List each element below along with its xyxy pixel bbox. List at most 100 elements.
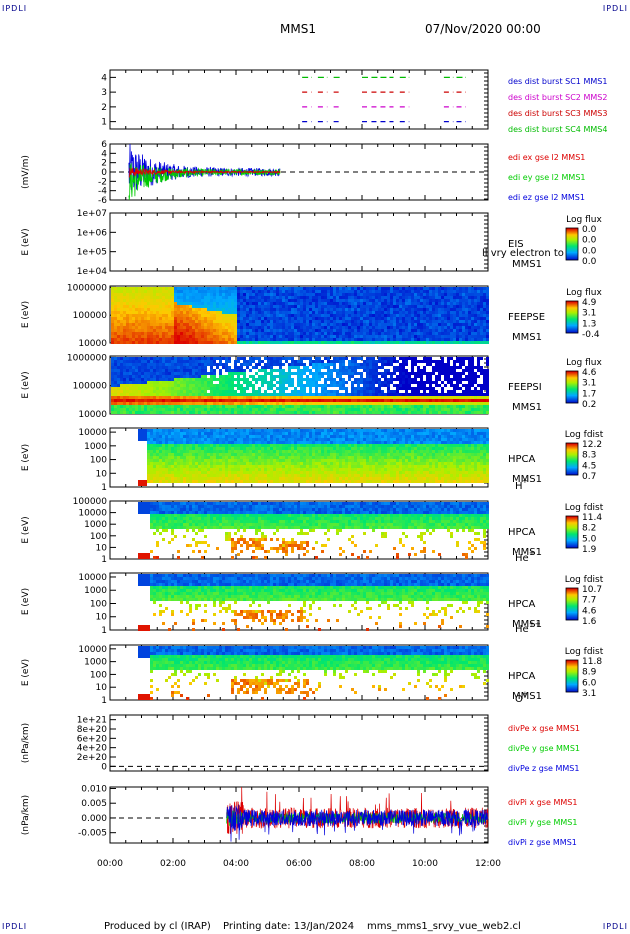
- feepse-cell: [252, 302, 255, 305]
- feepse-cell: [429, 332, 432, 335]
- x-tick-label: 06:00: [286, 859, 312, 869]
- feepse-cell: [192, 305, 195, 308]
- feepsi-cell: [309, 405, 312, 408]
- feepse-cell: [426, 323, 429, 326]
- feepsi-cell: [180, 411, 183, 414]
- feepsi-cell: [354, 369, 357, 372]
- feepse-cell: [315, 290, 318, 293]
- feepse-cell: [156, 299, 159, 302]
- feepse-cell: [156, 287, 159, 290]
- feepsi-cell: [441, 363, 444, 366]
- feepse-cell: [195, 323, 198, 326]
- feepse-cell: [156, 308, 159, 311]
- feepsi-cell: [264, 357, 267, 360]
- feepse-cell: [207, 305, 210, 308]
- feepse-cell: [486, 287, 489, 290]
- feepsi-cell: [249, 393, 252, 396]
- feepse-cell: [255, 332, 258, 335]
- feepse-cell: [375, 341, 378, 344]
- feepse-cell: [144, 329, 147, 332]
- feepse-cell: [231, 341, 234, 344]
- feepsi-cell: [168, 363, 171, 366]
- feepse-cell: [426, 317, 429, 320]
- feepse-cell: [390, 296, 393, 299]
- feepse-cell: [114, 317, 117, 320]
- feepse-cell: [468, 302, 471, 305]
- feepse-cell: [369, 302, 372, 305]
- feepsi-cell: [219, 408, 222, 411]
- feepsi-cell: [153, 411, 156, 414]
- feepsi-cell: [249, 381, 252, 384]
- feepsi-cell: [306, 369, 309, 372]
- feepse-cell: [438, 299, 441, 302]
- feepse-cell: [333, 335, 336, 338]
- feepse-cell: [120, 335, 123, 338]
- feepse-cell: [372, 305, 375, 308]
- feepse-cell: [435, 314, 438, 317]
- feepsi-cell: [138, 363, 141, 366]
- feepsi-cell: [354, 393, 357, 396]
- feepsi-cell: [150, 396, 153, 399]
- feepse-cell: [201, 329, 204, 332]
- feepse-cell: [243, 311, 246, 314]
- feepse-cell: [141, 302, 144, 305]
- feepse-cbar-cell: [566, 310, 578, 312]
- feepse-cell: [294, 305, 297, 308]
- feepse-cell: [144, 308, 147, 311]
- feepse-cell: [192, 296, 195, 299]
- feepse-cell: [225, 290, 228, 293]
- feepsi-cell: [264, 399, 267, 402]
- feepse-cell: [414, 293, 417, 296]
- feepse-cell: [141, 320, 144, 323]
- feepsi-cell: [138, 396, 141, 399]
- feepsi-cell: [222, 405, 225, 408]
- feepse-cell: [135, 311, 138, 314]
- feepse-cell: [258, 311, 261, 314]
- feepse-cell: [387, 320, 390, 323]
- feepse-cell: [345, 329, 348, 332]
- feepsi-cell: [228, 372, 231, 375]
- edi-ytick-label: 4: [101, 149, 107, 159]
- feepsi-cell: [213, 369, 216, 372]
- feepsi-cell: [357, 402, 360, 405]
- feepsi-cell: [282, 411, 285, 414]
- feepsi-cell: [366, 405, 369, 408]
- feepse-cell: [303, 302, 306, 305]
- feepsi-cell: [456, 405, 459, 408]
- feepsi-cell: [417, 384, 420, 387]
- feepsi-cell: [243, 387, 246, 390]
- feepsi-cell: [336, 384, 339, 387]
- feepse-ylabel: E (eV): [21, 301, 31, 328]
- feepse-cell: [357, 305, 360, 308]
- feepsi-cell: [270, 387, 273, 390]
- feepse-cell: [384, 311, 387, 314]
- feepse-cell: [222, 296, 225, 299]
- feepse-cell: [270, 341, 273, 344]
- feepse-cell: [210, 320, 213, 323]
- feepse-cell: [153, 341, 156, 344]
- feepsi-cell: [444, 408, 447, 411]
- feepsi-cell: [132, 366, 135, 369]
- feepsi-cell: [150, 411, 153, 414]
- feepsi-cell: [471, 393, 474, 396]
- feepse-cell: [255, 293, 258, 296]
- feepse-cell: [480, 290, 483, 293]
- feepse-cell: [114, 335, 117, 338]
- feepsi-cell: [132, 381, 135, 384]
- feepse-cell: [462, 302, 465, 305]
- feepsi-cell: [465, 402, 468, 405]
- feepsi-cell: [207, 378, 210, 381]
- feepse-cell: [354, 329, 357, 332]
- feepsi-cell: [282, 399, 285, 402]
- feepsi-cell: [264, 363, 267, 366]
- feepsi-cell: [342, 381, 345, 384]
- feepsi-cell: [366, 408, 369, 411]
- feepsi-cbar-cell: [566, 371, 578, 373]
- feepse-cell: [255, 311, 258, 314]
- feepse-cell: [231, 326, 234, 329]
- feepsi-cell: [159, 357, 162, 360]
- feepsi-cell: [354, 378, 357, 381]
- feepse-cell: [159, 308, 162, 311]
- feepsi-cell: [417, 372, 420, 375]
- feepsi-cell: [255, 393, 258, 396]
